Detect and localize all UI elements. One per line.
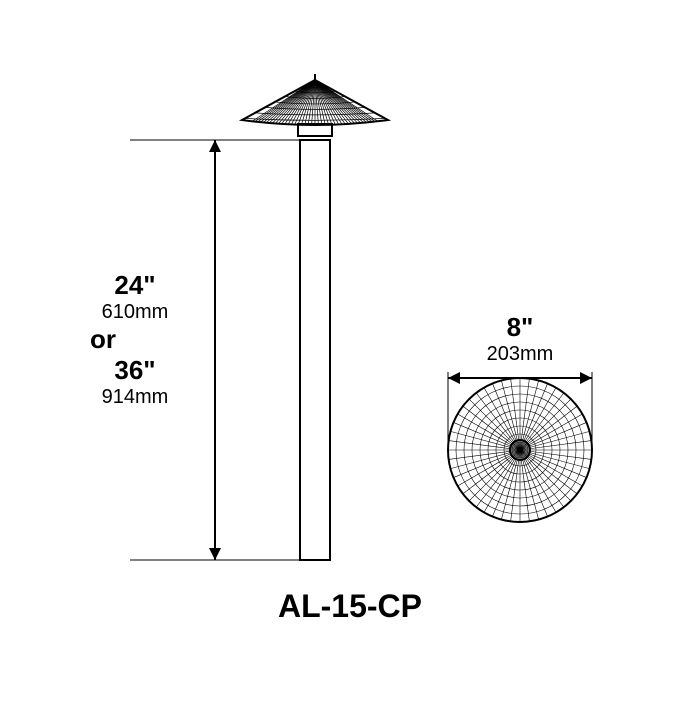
height-opt1-metric: 610mm (80, 301, 190, 324)
technical-diagram: 24" 610mm or 36" 914mm 8" 203mm AL-15-CP (0, 0, 700, 700)
diameter-dim-block: 8" 203mm (460, 312, 580, 366)
model-number: AL-15-CP (200, 588, 500, 625)
diameter-imperial: 8" (460, 312, 580, 343)
height-opt2-imperial: 36" (80, 355, 190, 386)
height-opt1-imperial: 24" (80, 270, 190, 301)
diameter-metric: 203mm (460, 343, 580, 366)
height-opt2-metric: 914mm (80, 386, 190, 409)
height-dim-block: 24" 610mm or 36" 914mm (80, 270, 190, 409)
height-joiner: or (80, 324, 190, 355)
